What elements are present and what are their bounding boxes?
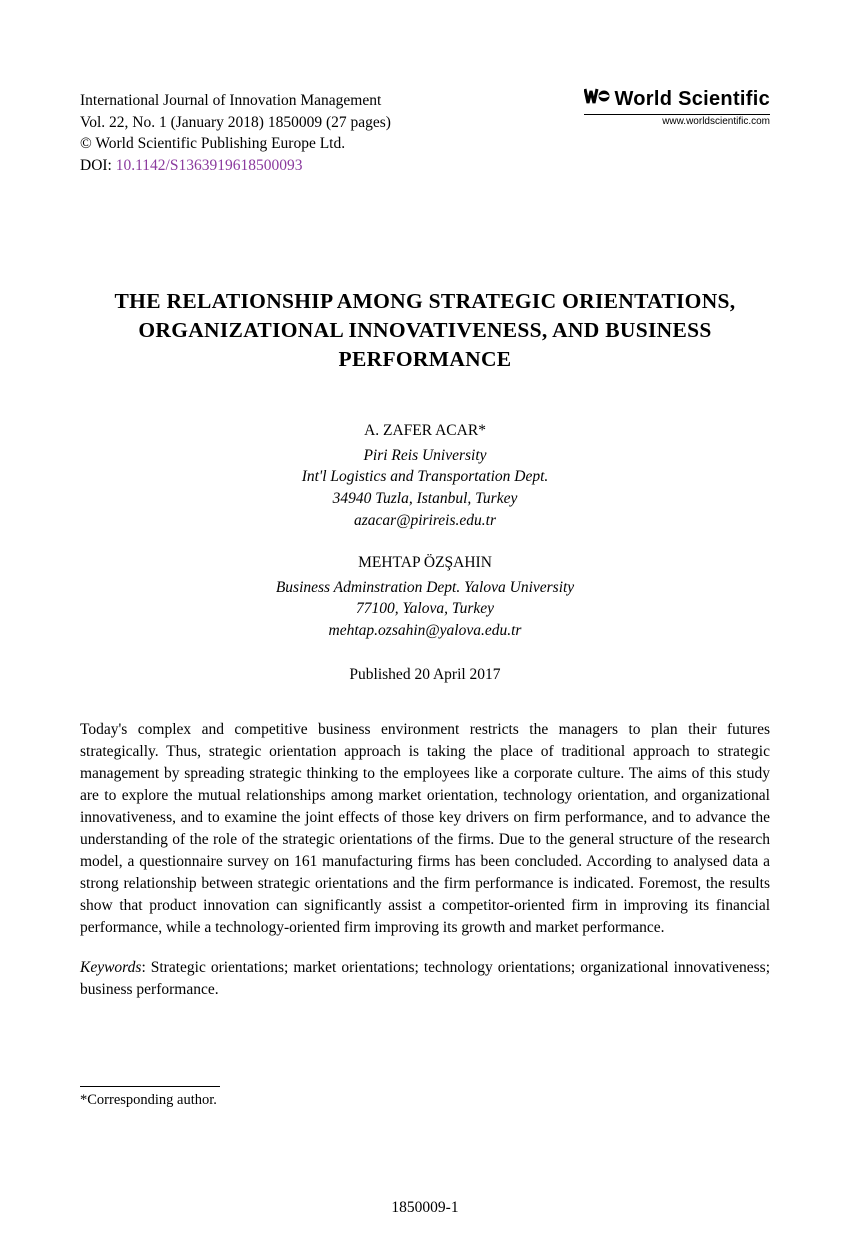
keywords: Keywords: Strategic orientations; market… bbox=[80, 957, 770, 1001]
author-block-1: A. ZAFER ACAR* Piri Reis University Int'… bbox=[80, 422, 770, 532]
keywords-label: Keywords bbox=[80, 959, 141, 976]
abstract-text: Today's complex and competitive business… bbox=[80, 719, 770, 939]
author1-affiliation: Piri Reis University Int'l Logistics and… bbox=[80, 445, 770, 532]
published-date: Published 20 April 2017 bbox=[80, 666, 770, 684]
author2-email: mehtap.ozsahin@yalova.edu.tr bbox=[80, 620, 770, 642]
doi-link[interactable]: 10.1142/S1363919618500093 bbox=[116, 157, 303, 174]
copyright: © World Scientific Publishing Europe Ltd… bbox=[80, 133, 391, 155]
keywords-text: : Strategic orientations; market orienta… bbox=[80, 959, 770, 998]
doi-line: DOI: 10.1142/S1363919618500093 bbox=[80, 155, 391, 177]
volume-info: Vol. 22, No. 1 (January 2018) 1850009 (2… bbox=[80, 112, 391, 134]
author1-email: azacar@pirireis.edu.tr bbox=[80, 510, 770, 532]
doi-label: DOI: bbox=[80, 157, 116, 174]
publisher-logo: World Scientific www.worldscientific.com bbox=[584, 85, 770, 127]
page-number: 1850009-1 bbox=[0, 1199, 850, 1217]
journal-name: International Journal of Innovation Mana… bbox=[80, 90, 391, 112]
author2-name: MEHTAP ÖZŞAHIN bbox=[80, 554, 770, 572]
article-title: THE RELATIONSHIP AMONG STRATEGIC ORIENTA… bbox=[80, 287, 770, 374]
footnote: *Corresponding author. bbox=[80, 1092, 770, 1109]
author-block-2: MEHTAP ÖZŞAHIN Business Adminstration De… bbox=[80, 554, 770, 642]
header-row: International Journal of Innovation Mana… bbox=[80, 90, 770, 177]
author1-name: A. ZAFER ACAR* bbox=[80, 422, 770, 440]
publisher-url: www.worldscientific.com bbox=[584, 114, 770, 127]
corresponding-marker: * bbox=[478, 422, 486, 439]
author2-affiliation: Business Adminstration Dept. Yalova Univ… bbox=[80, 577, 770, 642]
publisher-name: World Scientific bbox=[584, 85, 770, 113]
journal-info: International Journal of Innovation Mana… bbox=[80, 90, 391, 177]
world-scientific-icon bbox=[584, 85, 610, 113]
footnote-rule bbox=[80, 1086, 220, 1087]
